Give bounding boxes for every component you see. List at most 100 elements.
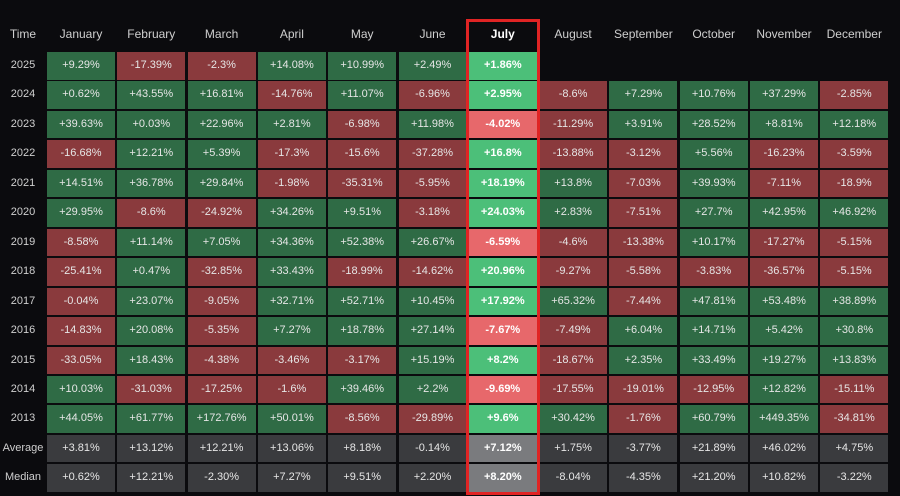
- cell-2014-february: -31.03%: [117, 375, 186, 404]
- cell-2021-november: -7.11%: [750, 169, 818, 198]
- cell-median-september: -4.35%: [609, 464, 678, 492]
- cell-2013-december: -34.81%: [820, 405, 889, 433]
- cell-2023-july: -4.02%: [468, 110, 537, 139]
- cell-2022-february: +12.21%: [117, 140, 186, 168]
- cell-2017-october: +47.81%: [679, 287, 748, 316]
- row-label-2014: 2014: [10, 382, 36, 395]
- cell-2020-april: +34.26%: [257, 199, 326, 227]
- cell-2022-november: -16.23%: [750, 140, 818, 168]
- cell-2019-april: +34.36%: [257, 228, 326, 257]
- cell-2024-august: -8.6%: [539, 81, 608, 109]
- cell-2018-october: -3.83%: [679, 258, 748, 286]
- cell-2019-december: -5.15%: [820, 228, 889, 257]
- cell-2020-november: +42.95%: [750, 199, 818, 227]
- column-header-may: May: [350, 27, 374, 41]
- cell-2017-june: +10.45%: [398, 287, 467, 316]
- cell-2019-january: -8.58%: [47, 228, 115, 257]
- cell-2019-february: +11.14%: [117, 228, 186, 257]
- cell-2025-january: +9.29%: [47, 52, 115, 80]
- cell-2024-june: -6.96%: [398, 81, 467, 109]
- cell-2022-december: -3.59%: [820, 140, 889, 168]
- row-label-2025: 2025: [10, 59, 36, 71]
- column-header-june: June: [419, 27, 446, 41]
- cell-2024-september: +7.29%: [609, 81, 678, 109]
- cell-2024-october: +10.76%: [679, 81, 748, 109]
- cell-2014-march: -17.25%: [187, 375, 256, 404]
- cell-2018-august: -9.27%: [539, 258, 608, 286]
- cell-2019-july: -6.59%: [468, 228, 537, 257]
- cell-median-july: +8.20%: [468, 464, 537, 492]
- row-label-2024: 2024: [10, 88, 36, 101]
- column-header-march: March: [204, 27, 239, 41]
- cell-2020-may: +9.51%: [328, 199, 397, 227]
- cell-2013-july: +9.6%: [468, 405, 537, 433]
- cell-2014-january: +10.03%: [47, 375, 115, 404]
- cell-2022-june: -37.28%: [398, 140, 467, 168]
- row-label-2020: 2020: [10, 206, 36, 219]
- cell-median-march: -2.30%: [187, 464, 256, 492]
- cell-2014-july: -9.69%: [468, 375, 537, 404]
- cell-2020-march: -24.92%: [187, 199, 256, 227]
- cell-2021-october: +39.93%: [679, 169, 748, 198]
- cell-median-april: +7.27%: [257, 464, 326, 492]
- cell-2018-april: +33.43%: [257, 258, 326, 286]
- cell-2015-december: +13.83%: [820, 346, 889, 374]
- row-label-2019: 2019: [10, 235, 36, 248]
- cell-2016-december: +30.8%: [820, 317, 889, 345]
- cell-2022-march: +5.39%: [187, 140, 256, 168]
- cell-2013-september: -1.76%: [609, 405, 678, 433]
- cell-2017-november: +53.48%: [750, 287, 818, 316]
- row-label-2023: 2023: [10, 117, 36, 130]
- cell-2020-june: -3.18%: [398, 199, 467, 227]
- cell-2021-july: +18.19%: [468, 169, 537, 198]
- cell-median-january: +0.62%: [47, 464, 115, 492]
- cell-2016-june: +27.14%: [398, 317, 467, 345]
- cell-2014-august: -17.55%: [539, 375, 608, 404]
- cell-median-november: +10.82%: [750, 464, 818, 492]
- cell-2013-april: +50.01%: [257, 405, 326, 433]
- cell-2025-may: +10.99%: [328, 52, 397, 80]
- cell-2013-august: +30.42%: [539, 405, 608, 433]
- column-header-december: December: [826, 27, 882, 41]
- cell-median-june: +2.20%: [398, 464, 467, 492]
- column-header-october: October: [692, 27, 736, 41]
- cell-2016-april: +7.27%: [257, 317, 326, 345]
- cell-2021-september: -7.03%: [609, 169, 678, 198]
- cell-average-may: +8.18%: [328, 434, 397, 463]
- cell-2023-august: -11.29%: [539, 110, 608, 139]
- cell-average-november: +46.02%: [750, 434, 818, 463]
- cell-2023-december: +12.18%: [820, 110, 889, 139]
- cell-2023-march: +22.96%: [187, 110, 256, 139]
- cell-2025-july: +1.86%: [468, 52, 537, 80]
- cell-2024-november: +37.29%: [750, 81, 818, 109]
- cell-2016-february: +20.08%: [117, 317, 186, 345]
- cell-2018-july: +20.96%: [468, 258, 537, 286]
- cell-average-october: +21.89%: [679, 434, 748, 463]
- cell-2019-june: +26.67%: [398, 228, 467, 257]
- cell-2020-february: -8.6%: [117, 199, 186, 227]
- cell-2015-march: -4.38%: [187, 346, 256, 374]
- cell-2021-april: -1.98%: [257, 169, 326, 198]
- row-label-median: Median: [4, 471, 42, 484]
- cell-2018-december: -5.15%: [820, 258, 889, 286]
- cell-2015-july: +8.2%: [468, 346, 537, 374]
- row-label-2021: 2021: [10, 176, 36, 189]
- cell-2018-june: -14.62%: [398, 258, 467, 286]
- cell-2019-october: +10.17%: [679, 228, 748, 257]
- cell-2022-january: -16.68%: [47, 140, 115, 168]
- cell-2023-april: +2.81%: [257, 110, 326, 139]
- row-label-2017: 2017: [10, 294, 36, 307]
- column-header-july: July: [490, 27, 515, 41]
- row-label-2015: 2015: [10, 353, 36, 366]
- cell-2021-december: -18.9%: [820, 169, 889, 198]
- cell-2015-november: +19.27%: [750, 346, 818, 374]
- cell-2022-april: -17.3%: [257, 140, 326, 168]
- cell-2017-december: +38.89%: [820, 287, 889, 316]
- row-label-2016: 2016: [10, 324, 36, 337]
- cell-2014-april: -1.6%: [257, 375, 326, 404]
- cell-2018-february: +0.47%: [117, 258, 186, 286]
- cell-2020-december: +46.92%: [820, 199, 889, 227]
- column-header-february: February: [127, 27, 176, 41]
- cell-2015-august: -18.67%: [539, 346, 608, 374]
